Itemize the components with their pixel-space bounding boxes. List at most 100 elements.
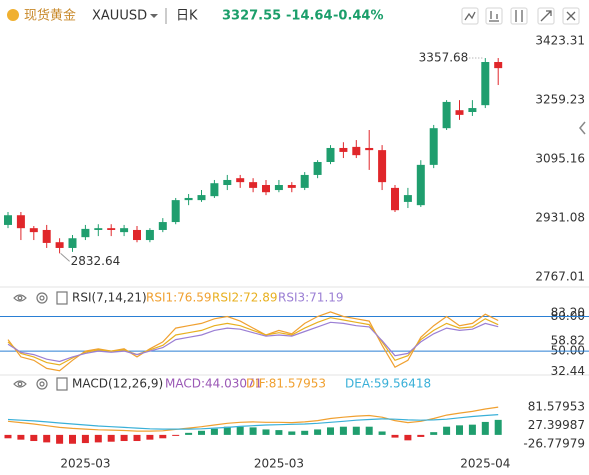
- tool-icon[interactable]: [489, 11, 499, 22]
- candle-body: [4, 215, 12, 225]
- macd-bar: [198, 430, 205, 435]
- tool-button[interactable]: [537, 7, 555, 25]
- candle-body: [339, 147, 348, 152]
- indicator-title: RSI(7,14,21): [72, 291, 147, 305]
- period[interactable]: 日K: [176, 9, 198, 24]
- gear-icon[interactable]: [36, 292, 48, 304]
- eye-icon[interactable]: [13, 294, 27, 302]
- candle-body: [442, 101, 451, 129]
- indicator-icon[interactable]: [56, 291, 68, 305]
- tool-button[interactable]: [562, 7, 580, 25]
- legend-entry: RSI1:76.59: [146, 291, 212, 305]
- candle-body: [68, 238, 77, 248]
- macd-bar: [185, 432, 193, 435]
- y-tick-label: 32.44: [551, 364, 585, 378]
- tool-icon[interactable]: [464, 11, 476, 21]
- toolbar[interactable]: [461, 7, 580, 25]
- candle-body: [42, 229, 51, 243]
- candle-body: [468, 108, 477, 113]
- macd-icons[interactable]: [13, 377, 68, 391]
- macd-bar: [159, 434, 167, 439]
- macd-bar: [249, 427, 257, 435]
- macd-bar: [30, 434, 38, 442]
- macd-line: [7, 414, 499, 430]
- annotation-leader: [60, 252, 70, 262]
- tool-icon[interactable]: [515, 10, 523, 22]
- indicator-icon[interactable]: [56, 377, 68, 391]
- candle-body: [223, 179, 232, 186]
- candle-body: [287, 185, 296, 188]
- candle-body: [365, 147, 374, 151]
- candle-body: [455, 110, 464, 115]
- candle-body: [184, 197, 193, 201]
- macd-bar: [120, 434, 128, 442]
- macd-bar: [494, 419, 502, 435]
- candle-body: [236, 178, 245, 183]
- tool-button[interactable]: [461, 7, 479, 25]
- candle-body: [274, 185, 283, 191]
- last-price: 3327.55: [222, 9, 281, 24]
- candle-body: [55, 242, 64, 248]
- rsi-icons[interactable]: [13, 291, 68, 305]
- y-tick-label: 2931.08: [535, 211, 585, 225]
- macd-bar: [275, 430, 283, 435]
- macd-bar: [404, 434, 412, 441]
- tool-button[interactable]: [510, 7, 528, 25]
- rsi-line: [7, 311, 499, 372]
- candle-body: [481, 62, 490, 106]
- macd-bar: [133, 434, 141, 442]
- y-tick-label: 27.39987: [528, 418, 585, 432]
- gear-center: [39, 295, 45, 301]
- candle-body: [249, 182, 258, 188]
- x-tick-label: 2025-03: [60, 457, 110, 471]
- macd-bar: [314, 429, 322, 435]
- macd-bar: [262, 429, 270, 435]
- macd-bar: [172, 434, 180, 436]
- candle-body: [416, 164, 425, 206]
- macd-bar: [339, 426, 347, 435]
- rsi-line: [7, 317, 499, 366]
- candle-body: [107, 228, 116, 230]
- macd-bar: [481, 421, 489, 435]
- symbol[interactable]: XAUUSD: [92, 9, 147, 24]
- annotation: 3357.68: [419, 51, 469, 65]
- candle-body: [403, 195, 412, 202]
- y-tick-label: 3259.23: [535, 93, 585, 107]
- candle-body: [171, 200, 180, 223]
- rsi-line: [7, 321, 499, 363]
- macd-bar: [210, 428, 218, 435]
- candle-body: [391, 187, 399, 211]
- collapse-arrow[interactable]: [579, 121, 586, 135]
- macd-bar: [352, 426, 360, 435]
- legend-entry: MACD:44.03071: [165, 377, 262, 391]
- change: -14.64: [286, 9, 333, 24]
- indicator-title: MACD(12,26,9): [72, 377, 163, 391]
- macd-bar: [288, 431, 296, 435]
- tool-button[interactable]: [485, 7, 503, 25]
- candle-body: [197, 195, 206, 201]
- eye-icon[interactable]: [13, 380, 27, 388]
- macd-bar: [468, 424, 476, 435]
- y-tick-label: 3095.16: [535, 152, 585, 166]
- candle-body: [352, 146, 361, 156]
- candle-body: [145, 229, 154, 241]
- candle-body: [158, 222, 167, 230]
- gold-icon: [7, 9, 19, 21]
- legend-entry: DIF:81.57953: [246, 377, 326, 391]
- tool-icon[interactable]: [540, 10, 552, 22]
- y-tick-label: 81.57953: [528, 400, 585, 414]
- macd-bar: [43, 434, 51, 443]
- y-tick-label: 2767.01: [535, 270, 585, 284]
- dropdown-arrow[interactable]: [150, 14, 158, 18]
- macd-bar: [4, 434, 12, 439]
- candle-body: [133, 229, 141, 241]
- gear-icon[interactable]: [36, 378, 48, 390]
- macd-bar: [443, 426, 451, 435]
- macd-bar: [430, 432, 438, 435]
- tool-icon[interactable]: [566, 11, 576, 21]
- macd-bar: [327, 427, 334, 435]
- macd-bar: [301, 430, 309, 435]
- candle-body: [94, 228, 103, 230]
